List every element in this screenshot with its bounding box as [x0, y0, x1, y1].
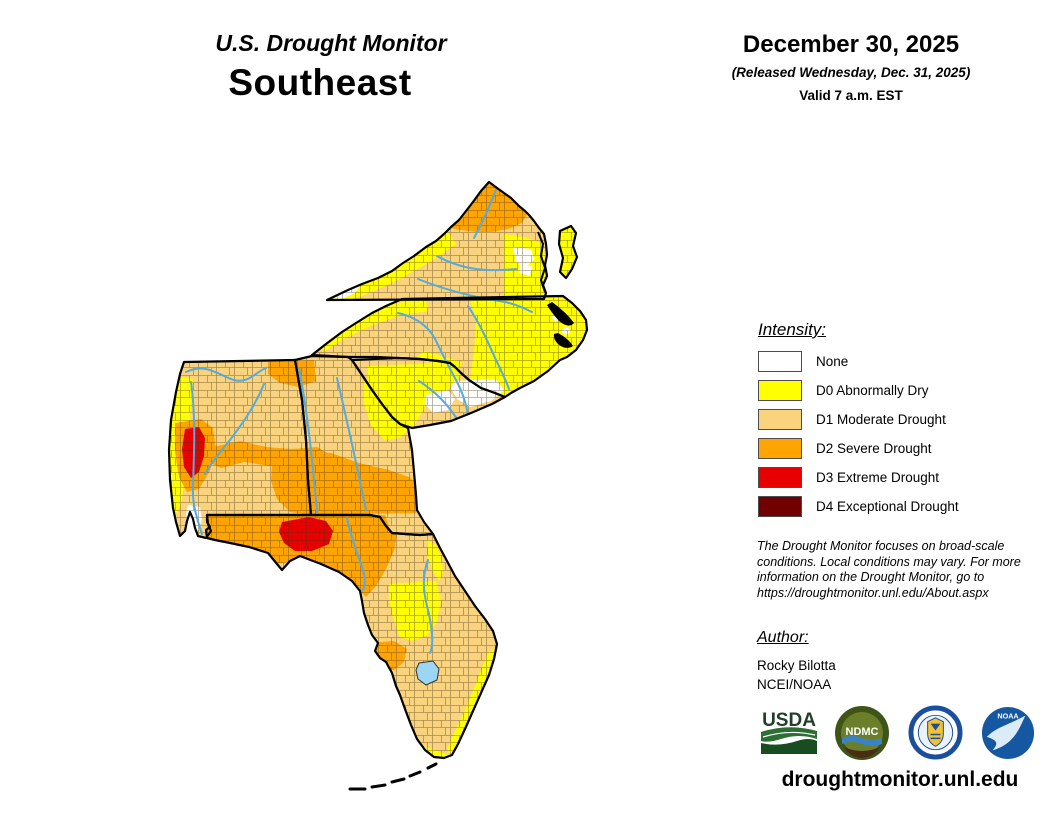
- albemarle-sound: [553, 333, 573, 348]
- river-ocmulgee: [336, 377, 367, 511]
- coastal-water-details: [348, 231, 574, 791]
- florida-keys: [348, 762, 438, 791]
- disclaimer-line: The Drought Monitor focuses on broad-sca…: [757, 539, 1005, 553]
- swatch-d3: [758, 467, 802, 488]
- legend-row-d3: D3 Extreme Drought: [758, 467, 1048, 488]
- river-roanoke: [417, 278, 533, 313]
- swatch-none: [758, 351, 802, 372]
- region-title: Southeast: [228, 62, 412, 103]
- usda-logo-text: USDA: [762, 710, 816, 731]
- legend-heading: Intensity:: [758, 320, 827, 339]
- river-stjohns: [422, 559, 434, 654]
- swatch-d0: [758, 380, 802, 401]
- legend-row-none: None: [758, 351, 1048, 372]
- legend-label: D4 Exceptional Drought: [816, 499, 959, 514]
- footer-url: droughtmonitor.unl.edu: [781, 768, 1019, 791]
- legend-label: None: [816, 354, 849, 369]
- disclaimer-text: The Drought Monitor focuses on broad-sca…: [757, 539, 1056, 601]
- disclaimer-line: information on the Drought Monitor, go t…: [757, 570, 985, 584]
- swatch-d1: [758, 409, 802, 430]
- author-heading: Author:: [757, 629, 809, 646]
- usda-logo: USDA: [761, 710, 817, 754]
- river-james: [436, 255, 517, 272]
- river-shenandoah: [473, 186, 498, 239]
- chesapeake-bay-shore: [537, 231, 547, 293]
- river-alabama: [204, 383, 265, 475]
- commerce-seal-logo: [908, 705, 963, 760]
- legend-label: D0 Abnormally Dry: [816, 383, 929, 398]
- legend-label: D1 Moderate Drought: [816, 412, 946, 427]
- agency-logos: USDA NDMC NOAA: [756, 702, 1048, 762]
- disclaimer-line: https://droughtmonitor.unl.edu/About.asp…: [757, 585, 989, 600]
- report-title: U.S. Drought Monitor: [215, 30, 447, 56]
- ndmc-logo: NDMC: [835, 706, 889, 760]
- author-org: NCEI/NOAA: [757, 677, 832, 692]
- river-tombigbee: [190, 381, 203, 535]
- legend: Intensity: None D0 Abnormally Dry D1 Mod…: [758, 320, 1048, 525]
- map-date: December 30, 2025: [742, 31, 960, 58]
- rivers: [185, 186, 533, 654]
- state-borders: [167, 180, 589, 760]
- legend-row-d0: D0 Abnormally Dry: [758, 380, 1048, 401]
- author-block: Author: Rocky Bilotta NCEI/NOAA: [757, 629, 836, 694]
- legend-label: D3 Extreme Drought: [816, 470, 940, 485]
- disclaimer-line: conditions. Local conditions may vary. F…: [757, 554, 1021, 569]
- river-peedee: [397, 312, 470, 425]
- legend-row-d1: D1 Moderate Drought: [758, 409, 1048, 430]
- noaa-logo: NOAA: [981, 706, 1035, 760]
- river-tennessee: [185, 367, 267, 382]
- valid-time: Valid 7 a.m. EST: [799, 88, 903, 103]
- river-suwannee: [346, 517, 366, 591]
- release-date: (Released Wednesday, Dec. 31, 2025): [731, 65, 971, 80]
- river-flint: [298, 367, 318, 513]
- legend-label: D2 Severe Drought: [816, 441, 932, 456]
- lake-okeechobee: [415, 660, 440, 686]
- author-name: Rocky Bilotta: [757, 658, 836, 673]
- county-lines-texture: [169, 182, 587, 758]
- pamlico-sound: [547, 302, 574, 326]
- ndmc-logo-text: NDMC: [846, 726, 879, 738]
- river-capefear: [467, 305, 510, 390]
- legend-row-d4: D4 Exceptional Drought: [758, 496, 1048, 517]
- noaa-logo-text: NOAA: [997, 712, 1019, 721]
- legend-row-d2: D2 Severe Drought: [758, 438, 1048, 459]
- swatch-d2: [758, 438, 802, 459]
- swatch-d4: [758, 496, 802, 517]
